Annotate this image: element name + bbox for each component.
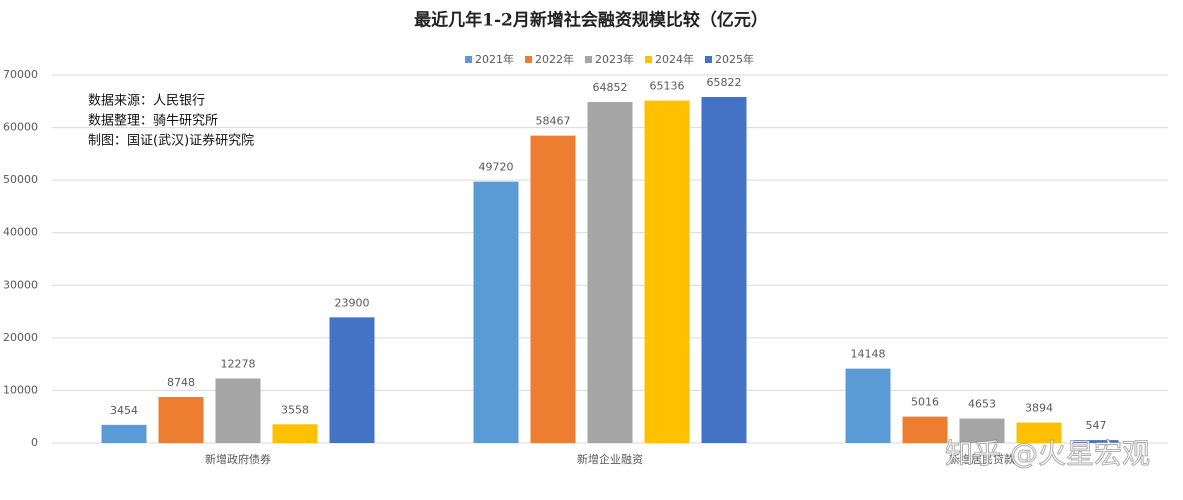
bar bbox=[959, 418, 1005, 443]
y-tick-label: 20000 bbox=[3, 331, 38, 344]
legend-label: 2023年 bbox=[595, 52, 634, 66]
legend-label: 2021年 bbox=[475, 52, 514, 66]
bar bbox=[845, 368, 891, 443]
data-label: 49720 bbox=[479, 161, 514, 174]
chart-title: 最近几年1-2月新增社会融资规模比较（亿元） bbox=[414, 10, 768, 31]
legend-swatch bbox=[645, 56, 652, 63]
bar bbox=[701, 96, 747, 443]
x-tick-label: 新增企业融资 bbox=[577, 452, 643, 466]
bar bbox=[329, 317, 375, 443]
legend-label: 2024年 bbox=[655, 52, 694, 66]
source-note: 数据来源：人民银行 bbox=[88, 94, 205, 109]
y-tick-label: 60000 bbox=[3, 121, 38, 134]
data-label: 65822 bbox=[707, 76, 742, 89]
legend-label: 2025年 bbox=[715, 52, 754, 66]
bar bbox=[1016, 422, 1062, 443]
data-label: 3894 bbox=[1025, 402, 1053, 415]
legend-swatch bbox=[585, 56, 592, 63]
bar bbox=[473, 181, 519, 443]
x-tick-label: 新增居民贷款 bbox=[949, 452, 1015, 466]
source-note: 制图：国证(武汉)证券研究院 bbox=[88, 133, 254, 149]
data-label: 547 bbox=[1086, 419, 1107, 432]
bar bbox=[158, 397, 204, 443]
data-label: 65136 bbox=[650, 80, 685, 93]
legend-swatch bbox=[705, 56, 712, 63]
bar bbox=[902, 416, 948, 443]
x-tick-label: 新增政府债券 bbox=[205, 452, 271, 466]
y-tick-label: 70000 bbox=[3, 68, 38, 81]
legend-label: 2022年 bbox=[535, 52, 574, 66]
data-label: 58467 bbox=[536, 115, 571, 128]
bar bbox=[272, 424, 318, 443]
y-tick-label: 10000 bbox=[3, 383, 38, 396]
bar bbox=[587, 102, 633, 443]
legend-swatch bbox=[525, 56, 532, 63]
data-label: 12278 bbox=[221, 357, 256, 370]
bar bbox=[530, 135, 576, 444]
data-label: 23900 bbox=[335, 296, 370, 309]
legend-swatch bbox=[465, 56, 472, 63]
y-tick-label: 40000 bbox=[3, 226, 38, 239]
data-label: 4653 bbox=[968, 398, 996, 411]
watermark: 知乎 @火星宏观 bbox=[945, 437, 1150, 470]
data-label: 64852 bbox=[593, 81, 628, 94]
bar bbox=[644, 100, 690, 443]
bar bbox=[101, 424, 147, 443]
data-label: 14148 bbox=[851, 348, 886, 361]
bar bbox=[1073, 440, 1119, 443]
source-note: 数据整理：骑牛研究所 bbox=[88, 114, 218, 129]
data-label: 3558 bbox=[281, 403, 309, 416]
data-label: 8748 bbox=[167, 376, 195, 389]
y-tick-label: 50000 bbox=[3, 173, 38, 186]
y-tick-label: 0 bbox=[31, 436, 38, 449]
data-label: 5016 bbox=[911, 396, 939, 409]
data-label: 3454 bbox=[110, 404, 138, 417]
bar bbox=[215, 378, 261, 443]
y-tick-label: 30000 bbox=[3, 278, 38, 291]
